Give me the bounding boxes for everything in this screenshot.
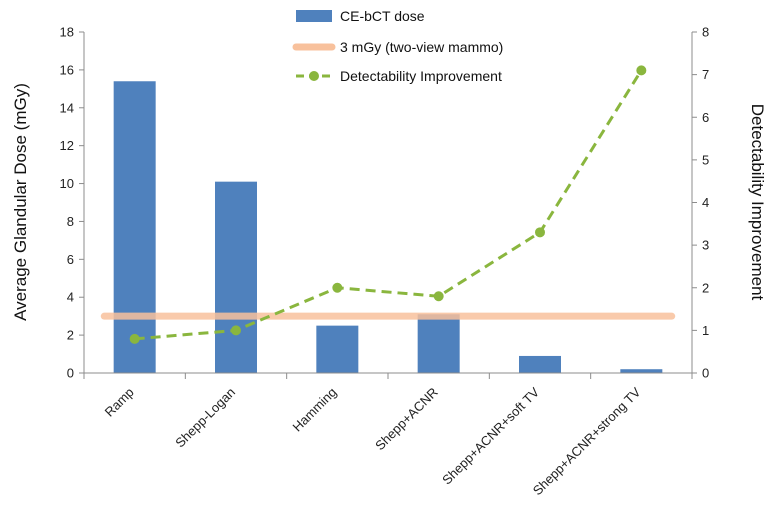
dose-bar	[316, 325, 359, 373]
dose-bar	[215, 181, 257, 373]
detectability-point	[231, 325, 241, 336]
category-labels: Ramp Shepp-Logan Hamming Shepp+ACNRShepp+AC…	[102, 384, 644, 498]
detectability-point	[535, 227, 545, 238]
left-tick-label: 6	[67, 252, 74, 267]
detectability-point	[332, 282, 343, 293]
right-tick-label: 0	[702, 366, 709, 381]
left-tick-label: 8	[67, 214, 74, 229]
category-label: Hamming	[290, 385, 340, 435]
category-label: Shepp-Logan	[172, 385, 238, 451]
left-tick-label: 16	[60, 62, 74, 77]
legend: CE-bCT dose 3 mGy (two-view mammo) Detecta…	[292, 8, 503, 84]
detectability-point	[433, 291, 444, 302]
legend-label-dose: CE-bCT dose	[340, 8, 425, 24]
right-tick-label: 3	[702, 238, 709, 253]
dose-bar	[417, 314, 460, 373]
left-axis-ticks: 0 2 4 6 8 10 12 14 16 18	[60, 25, 84, 381]
right-tick-label: 7	[702, 67, 709, 82]
left-axis-title: Average Glandular Dose (mGy)	[11, 83, 30, 321]
right-tick-label: 2	[702, 280, 709, 295]
right-tick-label: 5	[702, 152, 709, 167]
legend-marker-detectability	[309, 71, 319, 81]
left-tick-label: 0	[67, 366, 74, 381]
left-tick-label: 10	[60, 176, 74, 191]
left-tick-label: 14	[60, 100, 74, 115]
left-tick-label: 4	[67, 290, 74, 305]
legend-label-reference: 3 mGy (two-view mammo)	[340, 39, 503, 55]
dose-bars	[113, 81, 663, 373]
detectability-point	[129, 333, 140, 344]
detectability-line	[129, 65, 647, 344]
right-axis-ticks: 0 1 2 3 4 5 6 7 8	[692, 25, 709, 381]
category-label: Ramp	[102, 385, 137, 420]
right-axis-title: Detectability Improvement	[748, 104, 767, 301]
right-tick-label: 1	[702, 323, 709, 338]
left-tick-label: 2	[67, 328, 74, 343]
right-tick-label: 4	[702, 195, 709, 210]
dose-bar	[620, 369, 663, 373]
category-label: Shepp+ACNR+strong TV	[530, 384, 644, 498]
category-label: Shepp+ACNR	[372, 385, 441, 454]
right-tick-label: 8	[702, 25, 709, 40]
dose-bar	[113, 81, 156, 373]
right-tick-label: 6	[702, 110, 709, 125]
left-tick-label: 12	[60, 138, 74, 153]
detectability-point	[636, 65, 647, 76]
left-tick-label: 18	[60, 25, 74, 40]
axes	[83, 32, 693, 379]
detectability-series-line	[134, 69, 643, 341]
legend-swatch-bar	[296, 10, 332, 22]
category-label: Shepp+ACNR+soft TV	[439, 384, 542, 487]
dose-bar	[519, 355, 561, 373]
legend-label-detectability: Detectability Improvement	[340, 68, 502, 84]
